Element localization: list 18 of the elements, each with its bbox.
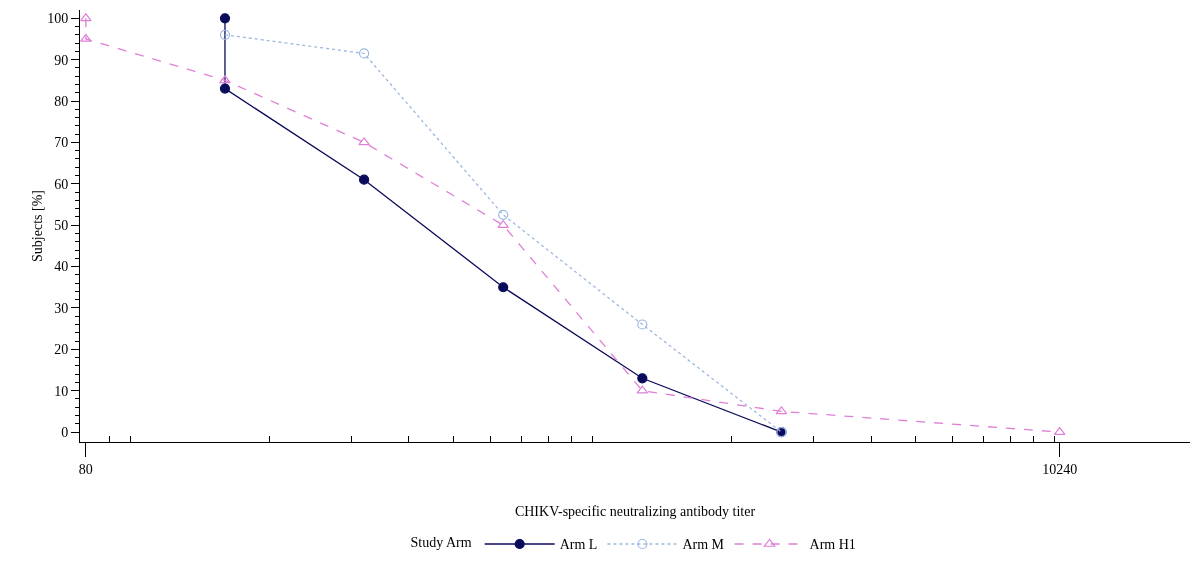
- y-tick-label: 90: [54, 52, 69, 68]
- legend-label: Arm H1: [809, 537, 856, 553]
- y-tick-label: 10: [54, 383, 69, 399]
- y-tick-label: 40: [54, 259, 69, 275]
- y-axis-title: Subjects [%]: [30, 190, 45, 262]
- legend-label: Arm L: [559, 537, 598, 553]
- x-tick-label: 10240: [1042, 461, 1078, 477]
- y-tick-label: 30: [54, 300, 69, 316]
- y-tick-label: 60: [54, 176, 69, 192]
- y-tick-label: 80: [54, 93, 69, 109]
- x-axis-title: CHIKV-specific neutralizing antibody titer: [514, 504, 756, 520]
- y-tick-label: 100: [47, 11, 69, 27]
- legend-title: Study Arm: [410, 534, 472, 550]
- y-tick-label: 0: [61, 424, 69, 440]
- y-tick-label: 20: [54, 342, 69, 358]
- legend-label: Arm M: [682, 537, 725, 553]
- y-tick-label: 50: [54, 218, 69, 234]
- y-tick-label: 70: [54, 135, 69, 151]
